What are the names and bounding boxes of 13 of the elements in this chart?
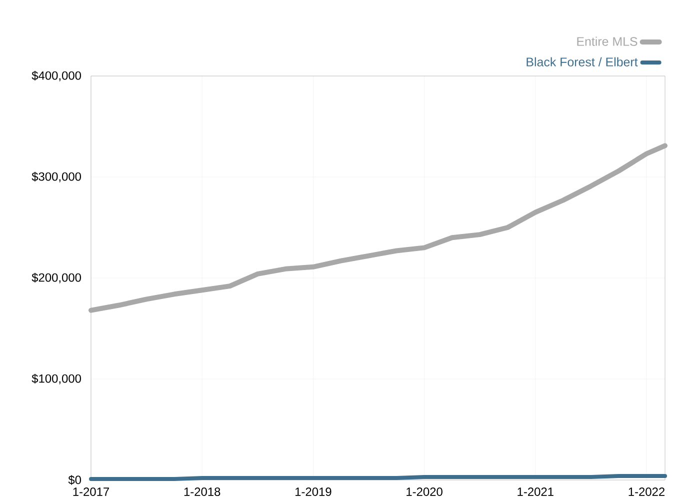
x-tick-label: 1-2021 [518, 488, 554, 496]
x-tick-label: 1-2022 [628, 488, 664, 496]
x-tick-label: 1-2020 [406, 488, 442, 496]
y-tick-label: $300,000 [32, 172, 82, 182]
y-tick-label: $100,000 [32, 374, 82, 384]
legend-label: Black Forest / Elbert [526, 57, 638, 66]
x-tick-label: 1-2017 [73, 488, 110, 496]
legend-label: Entire MLS [577, 36, 638, 46]
y-tick-label: $400,000 [32, 70, 82, 82]
y-tick-label: $200,000 [32, 272, 82, 284]
x-tick-label: 1-2018 [184, 488, 220, 496]
y-tick-label: $0 [68, 475, 82, 485]
x-tick-label: 1-2019 [295, 488, 332, 496]
